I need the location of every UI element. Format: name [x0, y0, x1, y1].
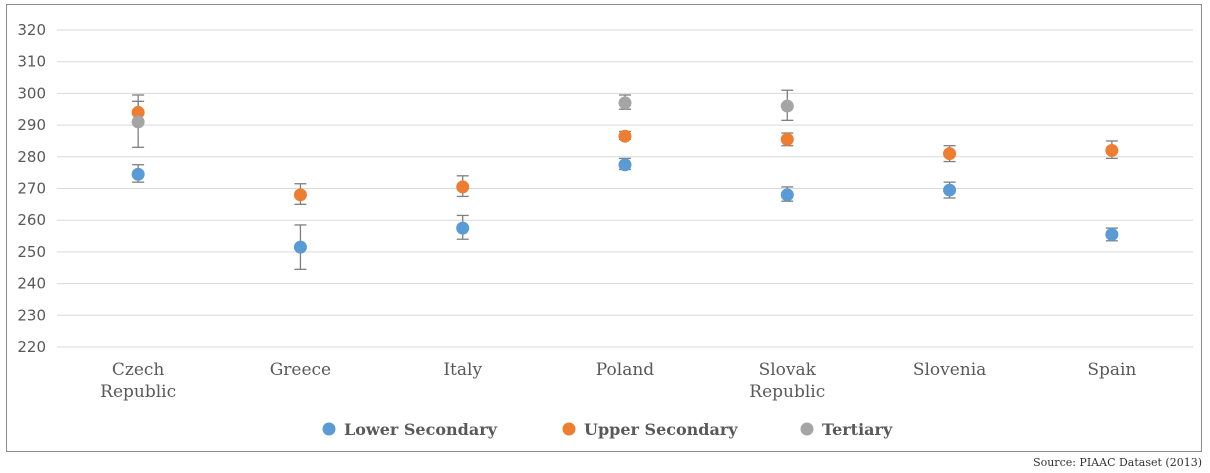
x-category-label: Czech Republic: [100, 360, 176, 402]
data-point: [618, 158, 632, 172]
x-axis-categories: Czech Republic Greece Italy Poland Slovak Repu…: [100, 360, 1136, 402]
y-tick-label: 260: [17, 211, 46, 229]
data-point: [293, 240, 307, 254]
legend-label: Tertiary: [822, 420, 893, 439]
data-point: [780, 99, 794, 113]
data-point: [131, 167, 145, 181]
legend-item: Lower Secondary: [322, 420, 498, 439]
legend-marker: [800, 422, 814, 436]
data-point: [1105, 143, 1119, 157]
data-point: [943, 147, 957, 161]
legend: Lower Secondary Upper Secondary Tertiary: [322, 420, 893, 439]
data-point: [618, 129, 632, 143]
y-tick-label: 250: [17, 243, 46, 261]
y-tick-label: 320: [17, 21, 46, 39]
data-point: [131, 105, 145, 119]
y-tick-label: 270: [17, 180, 46, 198]
data-point: [293, 188, 307, 202]
x-category-label: Slovenia: [913, 360, 987, 380]
data-point: [780, 188, 794, 202]
data-point: [780, 132, 794, 146]
x-category-label: Italy: [443, 360, 482, 380]
y-tick-label: 230: [17, 306, 46, 324]
y-axis-ticks: 220 230 240 250 260 270 280 290 300 310 320: [17, 21, 46, 356]
error-bars: [132, 89, 1118, 270]
data-point: [456, 221, 470, 235]
source-note: Source: PIAAC Dataset (2013): [1033, 456, 1202, 469]
data-point: [131, 115, 145, 129]
y-tick-label: 290: [17, 116, 46, 134]
y-tick-label: 220: [17, 338, 46, 356]
legend-marker: [322, 422, 336, 436]
x-category-label: Greece: [270, 360, 331, 380]
legend-item: Tertiary: [800, 420, 893, 439]
x-category-label: Slovak Republic: [749, 360, 825, 402]
data-point: [618, 96, 632, 110]
data-points: [131, 96, 1119, 254]
data-point: [1105, 227, 1119, 241]
y-tick-label: 280: [17, 148, 46, 166]
legend-marker: [562, 422, 576, 436]
legend-label: Lower Secondary: [344, 420, 498, 439]
y-tick-label: 300: [17, 84, 46, 102]
x-category-label: Spain: [1087, 360, 1136, 380]
scatter-chart: 220 230 240 250 260 270 280 290 300 310 320 Czech R…: [17, 21, 1193, 439]
legend-label: Upper Secondary: [584, 420, 738, 439]
chart-frame: 220 230 240 250 260 270 280 290 300 310 320 Czech R…: [6, 4, 1202, 452]
data-point: [456, 180, 470, 194]
legend-item: Upper Secondary: [562, 420, 738, 439]
y-tick-label: 240: [17, 275, 46, 293]
y-tick-label: 310: [17, 53, 46, 71]
data-point: [943, 183, 957, 197]
gridlines: [57, 29, 1193, 348]
x-category-label: Poland: [596, 360, 655, 380]
